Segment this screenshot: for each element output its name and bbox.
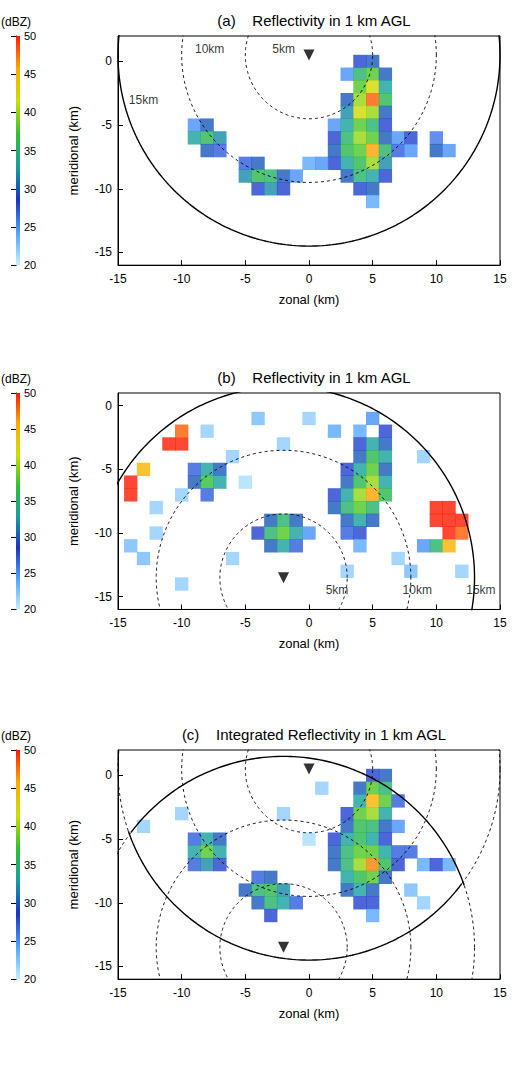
svg-text:-10: -10 [95,896,113,910]
svg-text:45: 45 [24,423,36,435]
svg-text:0: 0 [105,768,112,782]
svg-text:15: 15 [493,986,507,1000]
svg-text:(dBZ): (dBZ) [1,15,31,29]
svg-text:-15: -15 [95,245,113,259]
svg-text:10km: 10km [195,42,224,56]
svg-text:-10: -10 [173,616,191,630]
svg-text:meridional (km): meridional (km) [66,106,81,196]
svg-text:(c) Integrated Reflectivity: (c) Integrated Reflectivity in 1 km AGL [182,726,446,743]
svg-text:45: 45 [24,782,36,794]
svg-text:10: 10 [430,986,444,1000]
svg-text:0: 0 [306,272,313,286]
svg-text:40: 40 [24,106,36,118]
svg-text:15km: 15km [466,583,495,597]
svg-text:30: 30 [24,183,36,195]
svg-text:-15: -15 [95,590,113,604]
svg-text:-10: -10 [95,526,113,540]
svg-text:-5: -5 [240,616,251,630]
svg-text:10km: 10km [403,583,432,597]
svg-text:5km: 5km [326,583,349,597]
svg-text:30: 30 [24,531,36,543]
svg-text:50: 50 [24,30,36,42]
svg-text:25: 25 [24,935,36,947]
svg-text:5: 5 [369,616,376,630]
svg-text:-10: -10 [173,986,191,1000]
svg-text:40: 40 [24,820,36,832]
svg-text:-15: -15 [109,986,127,1000]
svg-text:5: 5 [369,272,376,286]
svg-text:50: 50 [24,387,36,399]
svg-text:0: 0 [306,986,313,1000]
svg-text:10: 10 [430,616,444,630]
svg-text:15km: 15km [129,93,158,107]
svg-text:20: 20 [24,973,36,985]
svg-text:-15: -15 [109,616,127,630]
svg-text:20: 20 [24,603,36,615]
svg-text:0: 0 [105,399,112,413]
svg-text:35: 35 [24,145,36,157]
svg-text:10: 10 [430,272,444,286]
svg-text:zonal (km): zonal (km) [279,292,340,307]
svg-text:35: 35 [24,859,36,871]
svg-text:45: 45 [24,68,36,80]
svg-text:-5: -5 [101,832,112,846]
svg-text:-5: -5 [240,986,251,1000]
svg-text:50: 50 [24,744,36,756]
svg-text:35: 35 [24,495,36,507]
svg-text:40: 40 [24,459,36,471]
svg-text:20: 20 [24,259,36,271]
svg-text:5: 5 [369,986,376,1000]
svg-text:-5: -5 [101,118,112,132]
svg-text:-5: -5 [240,272,251,286]
svg-text:30: 30 [24,897,36,909]
svg-text:(a) Reflectivity in 1 km AG: (a) Reflectivity in 1 km AGL [217,12,410,29]
svg-text:5km: 5km [272,42,295,56]
svg-text:-15: -15 [109,272,127,286]
svg-text:-5: -5 [101,462,112,476]
svg-text:(dBZ): (dBZ) [1,729,31,743]
svg-text:0: 0 [306,616,313,630]
svg-text:(b) Reflectivity in 1 km AG: (b) Reflectivity in 1 km AGL [217,369,410,386]
svg-text:-10: -10 [173,272,191,286]
svg-text:0: 0 [105,54,112,68]
svg-text:-15: -15 [95,959,113,973]
svg-text:-10: -10 [95,182,113,196]
svg-text:meridional (km): meridional (km) [66,820,81,910]
svg-text:(dBZ): (dBZ) [1,372,31,386]
svg-text:zonal (km): zonal (km) [279,636,340,651]
svg-text:meridional (km): meridional (km) [66,456,81,546]
svg-text:zonal (km): zonal (km) [279,1006,340,1021]
svg-text:25: 25 [24,221,36,233]
svg-text:15: 15 [493,616,507,630]
svg-text:15: 15 [493,272,507,286]
svg-text:25: 25 [24,567,36,579]
